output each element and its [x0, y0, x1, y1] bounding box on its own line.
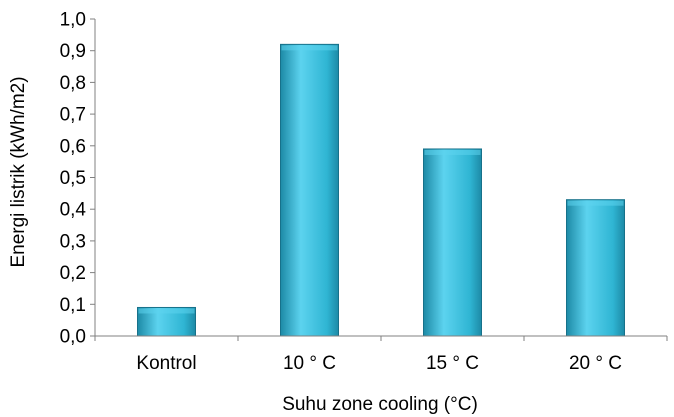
x-axis-title: Suhu zone cooling (°C) — [282, 394, 478, 415]
axes-layer — [90, 18, 668, 341]
bar-1 — [280, 43, 339, 337]
y-tick-label: 1,0 — [60, 10, 86, 31]
y-axis-title: Energi listrik (kWh/m2) — [8, 76, 29, 267]
y-tick-label: 0,5 — [60, 168, 86, 189]
bar-3 — [566, 199, 625, 337]
y-tick-label: 0,3 — [60, 231, 86, 252]
y-tick-label: 0,6 — [60, 136, 86, 157]
x-tick-label: 10 ° C — [283, 353, 336, 374]
x-tick-label: 15 ° C — [426, 353, 479, 374]
x-tick-label: Kontrol — [136, 353, 196, 374]
y-tick-label: 0,4 — [60, 200, 87, 221]
bar-top-highlight-0 — [138, 308, 195, 314]
y-tick-label: 0,7 — [60, 105, 86, 126]
y-tick-label: 0,8 — [60, 73, 86, 94]
bars-layer — [137, 43, 625, 337]
bar-top-highlight-2 — [424, 149, 481, 155]
bar-top-highlight-3 — [567, 200, 624, 206]
ticks-layer: 0,0 0,1 0,2 0,3 0,4 0,5 0,6 0,7 0,8 0,9 1,0 Kontrol… — [60, 10, 622, 375]
y-tick-label: 0,2 — [60, 263, 86, 284]
y-tick-label: 0,9 — [60, 41, 86, 62]
bar-top-highlight-1 — [281, 45, 338, 51]
y-tick-label: 0,1 — [60, 295, 86, 316]
y-tick-label: 0,0 — [60, 327, 86, 348]
x-tick-label: 20 ° C — [569, 353, 622, 374]
bar-2 — [423, 148, 482, 337]
